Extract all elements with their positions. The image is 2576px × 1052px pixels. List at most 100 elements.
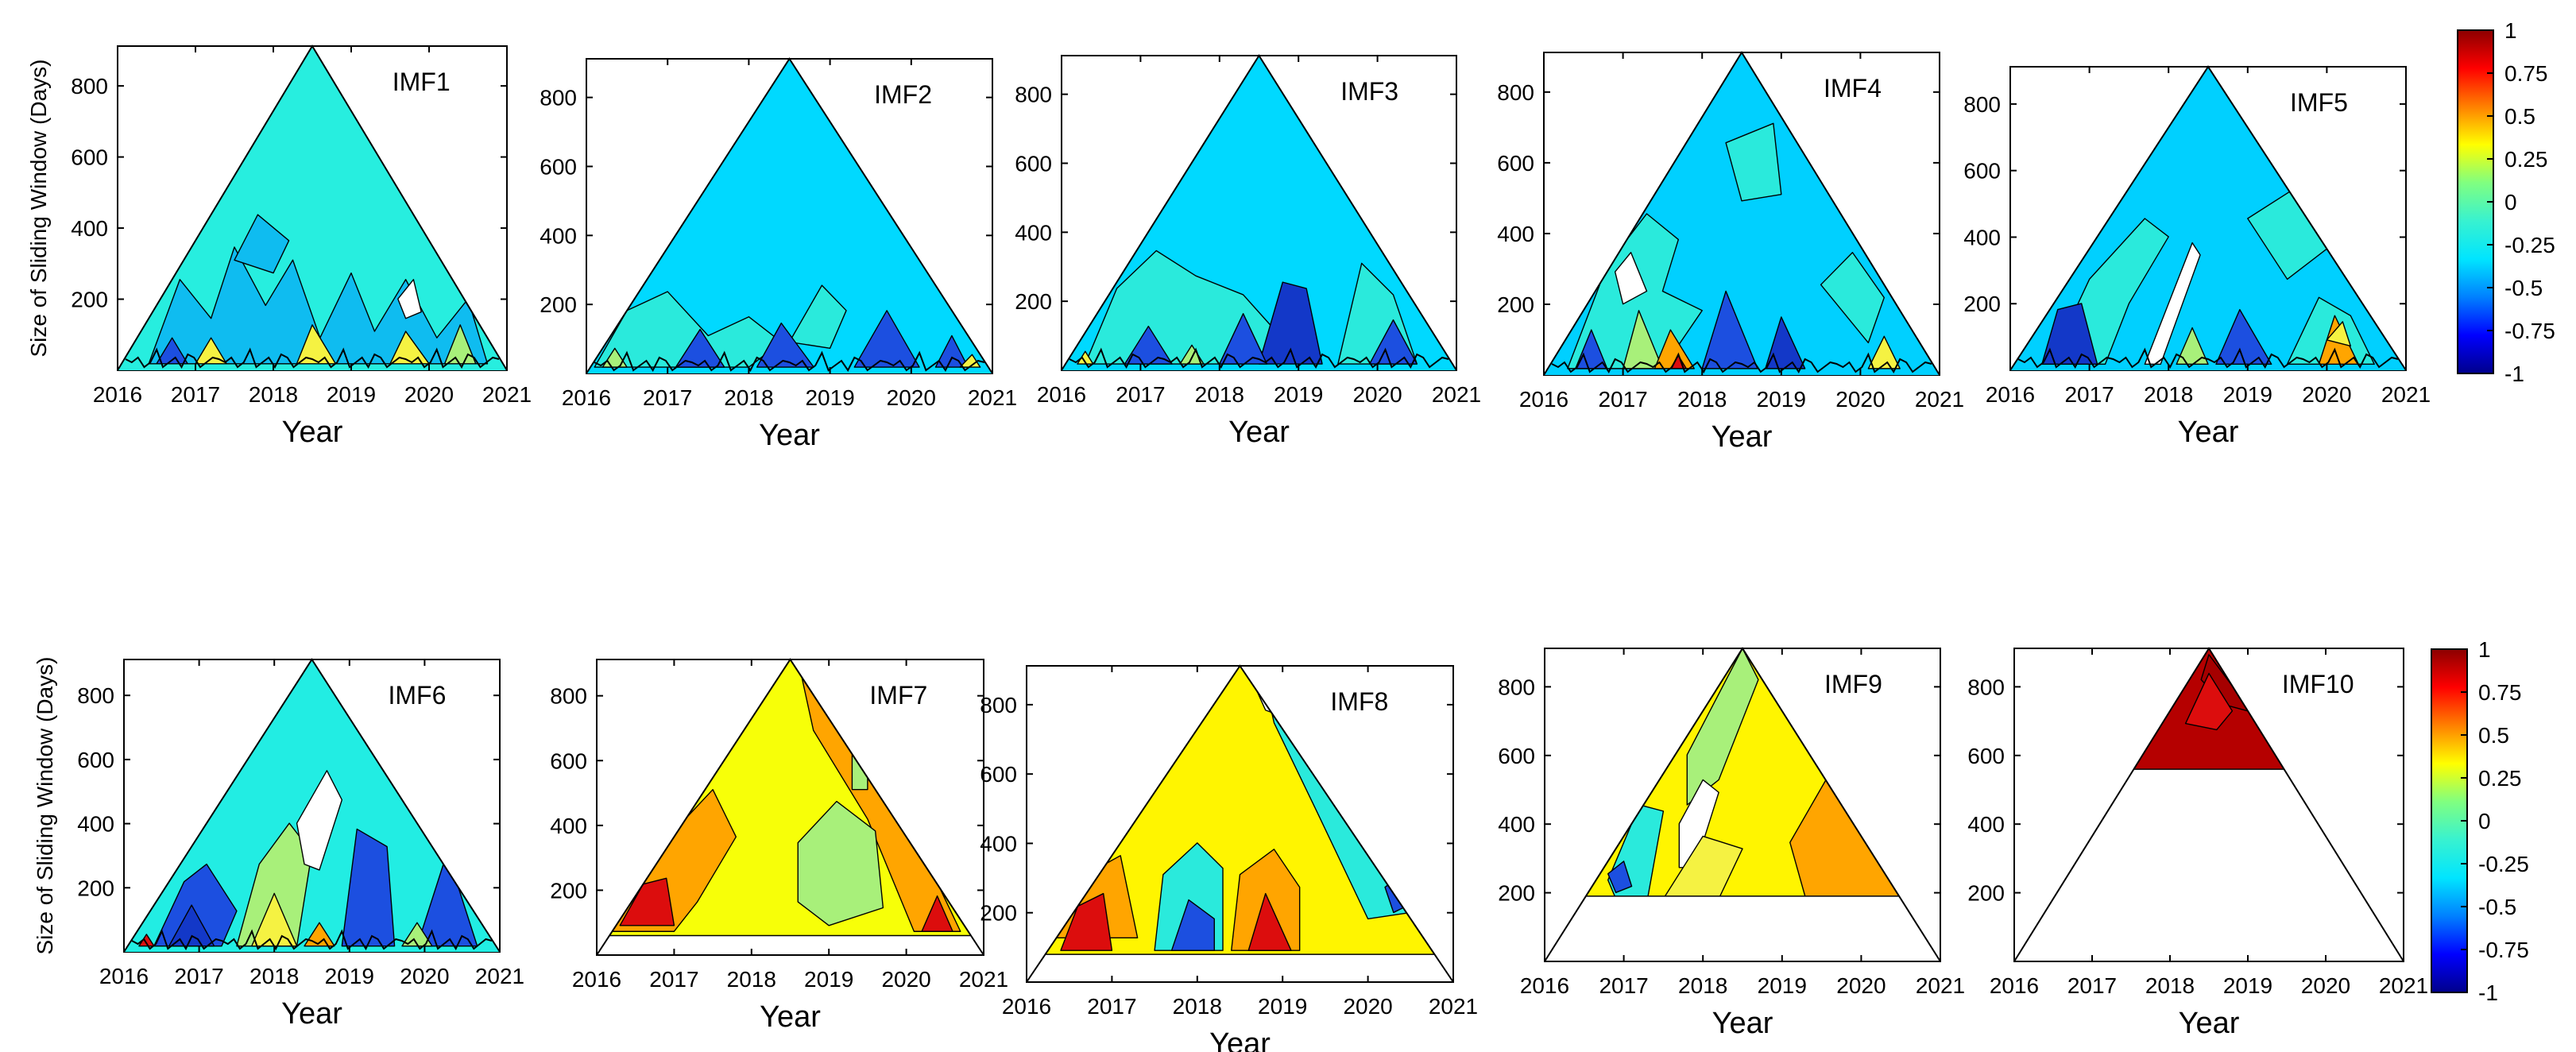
x-tick-label: 2018 xyxy=(1173,994,1222,1019)
x-tick-label: 2021 xyxy=(1916,973,1965,998)
contour-patch xyxy=(389,331,430,365)
panel-imf8: 200 400 600 800 2016 2017 2018 2019 2020 2021 IMF8… xyxy=(980,664,1478,1052)
colorbar-tick-label: 0.75 xyxy=(2478,680,2522,705)
y-tick-label: 800 xyxy=(1497,80,1534,105)
colorbar-tick-label: 0.5 xyxy=(2504,104,2535,129)
colorbar-tick-label: -0.25 xyxy=(2504,233,2555,257)
x-tick-label: 2020 xyxy=(2302,382,2351,407)
colorbar-tick-label: -0.5 xyxy=(2478,895,2516,919)
contour-patch xyxy=(1614,252,1648,305)
x-tick-label: 2021 xyxy=(968,385,1017,410)
panel-title: IMF7 xyxy=(869,681,927,710)
x-tick-label: 2017 xyxy=(649,967,698,992)
x-tick-label: 2016 xyxy=(572,967,621,992)
contour-patch xyxy=(1247,892,1292,951)
y-tick-label: 400 xyxy=(1963,225,2001,249)
x-tick-label: 2017 xyxy=(1087,994,1136,1019)
x-tick-label: 2016 xyxy=(562,385,611,410)
panel-title: IMF3 xyxy=(1340,77,1398,106)
contour-patch xyxy=(1867,335,1901,369)
panel-imf1: 200 400 600 800 2016 2017 2018 2019 2020 2021 IMF1… xyxy=(26,44,532,449)
y-tick-label: 600 xyxy=(980,762,1017,787)
contour-patch xyxy=(1662,835,1743,896)
x-tick-label: 2016 xyxy=(99,964,149,988)
y-tick-label: 200 xyxy=(980,901,1017,926)
x-tick-label: 2016 xyxy=(93,382,142,407)
x-tick-label: 2017 xyxy=(1116,382,1165,407)
colorbar-tick-label: -0.75 xyxy=(2504,319,2555,343)
x-axis-label: Year xyxy=(281,997,342,1031)
triangle-outline xyxy=(2009,65,2407,371)
x-tick-label: 2019 xyxy=(805,385,854,410)
contour-patch xyxy=(788,284,847,350)
x-tick-label: 2016 xyxy=(1037,382,1086,407)
panel-title: IMF4 xyxy=(1824,74,1882,102)
y-tick-label: 400 xyxy=(550,814,587,838)
panel-title: IMF10 xyxy=(2282,670,2354,698)
y-tick-label: 200 xyxy=(1497,292,1534,317)
contour-patch xyxy=(1060,892,1113,951)
triangle-outline xyxy=(1543,51,1940,376)
x-tick-label: 2021 xyxy=(2379,973,2428,998)
y-tick-label: 600 xyxy=(1015,151,1052,176)
x-tick-label: 2019 xyxy=(1258,994,1307,1019)
x-tick-label: 2018 xyxy=(249,382,298,407)
x-tick-label: 2021 xyxy=(482,382,532,407)
contour-patch xyxy=(934,335,969,368)
triangle-outline xyxy=(123,658,501,953)
panel-title: IMF1 xyxy=(393,68,451,96)
y-tick-label: 400 xyxy=(1497,222,1534,246)
x-tick-label: 2020 xyxy=(2301,973,2350,998)
triangle-outline xyxy=(1026,664,1454,983)
contour-patch xyxy=(168,904,215,947)
contour-patch xyxy=(797,800,884,926)
contour-patch xyxy=(148,246,489,365)
x-axis-label: Year xyxy=(1712,420,1773,454)
x-tick-label: 2019 xyxy=(325,964,374,988)
colorbar-2: 1 0.75 0.5 0.25 0 -0.25 -0.5 -0.75 -1 xyxy=(2431,637,2529,1005)
y-tick-label: 200 xyxy=(550,878,587,903)
panel-imf10: 200 400 600 800 2016 2017 2018 2019 2020 2021 IMF1… xyxy=(1967,647,2428,1040)
triangle-outline xyxy=(596,658,984,956)
panel-imf5: 200 400 600 800 2016 2017 2018 2019 2020 2021 IMF5… xyxy=(1963,65,2431,449)
x-tick-label: 2018 xyxy=(727,967,776,992)
y-tick-label: 800 xyxy=(1967,675,2005,699)
colorbar-tick-label: 0.75 xyxy=(2504,61,2548,86)
panel-imf6: 200 400 600 800 2016 2017 2018 2019 2020 2021 IMF6… xyxy=(33,656,524,1031)
x-tick-label: 2019 xyxy=(327,382,376,407)
y-tick-label: 200 xyxy=(1498,881,1535,906)
contour-patch xyxy=(853,310,920,368)
x-tick-label: 2021 xyxy=(959,967,1008,992)
x-axis-label: Year xyxy=(1209,1027,1271,1052)
x-axis-label: Year xyxy=(282,416,343,449)
contour-patch xyxy=(416,852,478,947)
contour-patch xyxy=(1725,122,1782,202)
colorbar-1: 1 0.75 0.5 0.25 0 -0.25 -0.5 -0.75 -1 xyxy=(2457,18,2555,386)
colorbars-group: 1 0.75 0.5 0.25 0 -0.25 -0.5 -0.75 -1 1 0.75 0.5 0.2… xyxy=(2431,18,2555,1005)
panel-title: IMF9 xyxy=(1824,670,1882,698)
y-tick-label: 800 xyxy=(71,74,108,99)
y-axis-label: Size of Sliding Window (Days) xyxy=(26,59,51,357)
x-tick-label: 2019 xyxy=(1758,973,1807,998)
contour-patch xyxy=(2215,308,2272,365)
contour-patch xyxy=(234,214,290,274)
contour-patch xyxy=(296,770,343,871)
colorbar-tick-label: 1 xyxy=(2504,18,2517,43)
x-tick-label: 2017 xyxy=(643,385,692,410)
x-axis-label: Year xyxy=(760,1000,821,1034)
x-tick-label: 2017 xyxy=(2064,382,2114,407)
y-tick-label: 800 xyxy=(1498,675,1535,699)
triangle-outline xyxy=(1544,647,1941,962)
y-tick-label: 400 xyxy=(77,812,114,837)
x-tick-label: 2017 xyxy=(2067,973,2117,998)
contour-patch xyxy=(1368,319,1418,365)
y-tick-label: 400 xyxy=(540,223,577,248)
panel-imf4: 200 400 600 800 2016 2017 2018 2019 2020 2021 IMF4… xyxy=(1497,51,1964,454)
x-tick-label: 2019 xyxy=(2223,973,2272,998)
contour-patch xyxy=(921,895,953,932)
x-tick-label: 2017 xyxy=(1599,973,1648,998)
panel-title: IMF8 xyxy=(1330,687,1388,716)
panel-title: IMF6 xyxy=(388,681,446,710)
y-tick-label: 200 xyxy=(540,292,577,317)
contour-patch xyxy=(1575,329,1608,369)
